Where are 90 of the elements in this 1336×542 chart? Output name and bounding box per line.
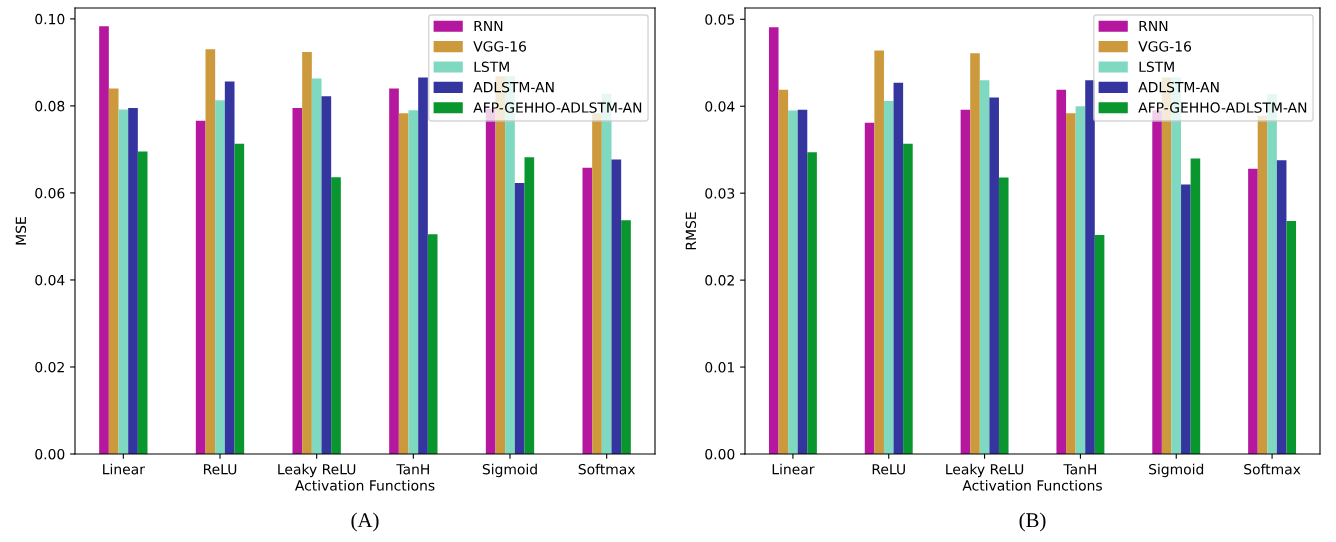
- legend-label: LSTM: [1139, 61, 1174, 73]
- x-tick-label: Leaky ReLU: [946, 463, 1024, 478]
- legend-label: VGG-16: [1138, 41, 1192, 52]
- bar: [893, 82, 904, 454]
- bar: [408, 110, 419, 454]
- y-axis-title: RMSE: [685, 212, 697, 250]
- bar: [311, 78, 322, 454]
- bar: [768, 27, 779, 454]
- bar: [321, 96, 332, 454]
- x-tick-label: Sigmoid: [1149, 463, 1204, 478]
- bar: [128, 108, 138, 454]
- x-tick-label: ReLU: [203, 464, 237, 475]
- y-tick-label: 0.04: [705, 101, 735, 112]
- legend-label: ADLSTM-AN: [1138, 81, 1219, 93]
- bar: [979, 80, 990, 454]
- bar: [621, 220, 631, 454]
- bar: [1286, 221, 1297, 454]
- x-axis-title: Activation Functions: [962, 479, 1102, 491]
- y-tick-label: 0.03: [705, 188, 735, 199]
- bar: [1276, 160, 1287, 454]
- bar: [418, 77, 428, 454]
- bar: [1056, 89, 1067, 454]
- bar: [215, 100, 225, 454]
- bar: [970, 53, 980, 454]
- bar: [864, 122, 875, 454]
- bar: [788, 110, 798, 454]
- x-tick-label: Linear: [103, 463, 145, 475]
- bar: [874, 50, 884, 454]
- bar: [1181, 184, 1191, 454]
- legend-label: RNN: [1139, 20, 1168, 32]
- bar: [582, 167, 593, 454]
- x-axis-title: Activation Functions: [294, 479, 435, 491]
- y-tick-label: 0.02: [705, 275, 734, 286]
- x-tick-label: TanH: [396, 464, 429, 475]
- bar: [1190, 158, 1201, 454]
- bar: [778, 89, 789, 454]
- bar: [292, 108, 303, 454]
- bar: [118, 109, 129, 454]
- bar: [524, 157, 535, 454]
- y-tick-label: 0.06: [35, 187, 65, 199]
- y-tick-label: 0.04: [35, 274, 65, 286]
- x-tick-label: Leaky ReLU: [278, 463, 356, 478]
- bar: [331, 177, 341, 454]
- bar: [1066, 113, 1076, 454]
- bar: [514, 182, 525, 454]
- bar: [389, 88, 399, 454]
- y-tick-label: 0.00: [705, 448, 735, 460]
- bar: [234, 143, 245, 454]
- bar: [797, 109, 808, 454]
- bar: [398, 113, 409, 454]
- text: (A): [351, 512, 379, 532]
- bar: [998, 177, 1009, 454]
- bar: [108, 88, 119, 454]
- bar: [205, 49, 216, 454]
- legend-label: AFP-GEHHO-ADLSTM-AN: [1138, 102, 1307, 113]
- bar: [903, 143, 913, 454]
- legend-label: VGG-16: [473, 41, 527, 52]
- bar: [1094, 234, 1105, 454]
- bar: [1075, 106, 1086, 454]
- x-tick-label: ReLU: [872, 464, 905, 475]
- text: (B): [1019, 512, 1046, 532]
- y-tick-label: 0.02: [35, 361, 64, 373]
- legend-label: RNN: [474, 20, 503, 32]
- bar: [224, 81, 235, 454]
- bar: [960, 109, 971, 454]
- y-tick-label: 0.01: [705, 362, 734, 373]
- legend-label: ADLSTM-AN: [473, 81, 554, 93]
- bar: [807, 152, 817, 454]
- bar: [195, 120, 206, 454]
- bar: [611, 159, 622, 454]
- y-tick-label: 0.05: [705, 14, 735, 25]
- x-tick-label: Softmax: [578, 463, 636, 475]
- y-tick-label: 0.10: [35, 13, 65, 25]
- y-axis-title: MSE: [15, 217, 27, 245]
- bar: [302, 51, 312, 454]
- bar: [137, 151, 148, 454]
- bar: [1248, 168, 1258, 454]
- x-tick-label: TanH: [1063, 464, 1097, 475]
- bar: [99, 26, 109, 454]
- x-tick-label: Sigmoid: [482, 463, 537, 478]
- bar: [989, 97, 999, 454]
- y-tick-label: 0.08: [35, 100, 65, 112]
- bar: [1085, 80, 1095, 454]
- bar: [427, 234, 438, 454]
- x-tick-label: Softmax: [1244, 463, 1301, 475]
- bar: [883, 101, 894, 454]
- y-tick-label: 0.00: [35, 448, 65, 460]
- legend-label: LSTM: [474, 61, 509, 73]
- legend-label: AFP-GEHHO-ADLSTM-AN: [473, 102, 642, 113]
- x-tick-label: Linear: [772, 463, 815, 475]
